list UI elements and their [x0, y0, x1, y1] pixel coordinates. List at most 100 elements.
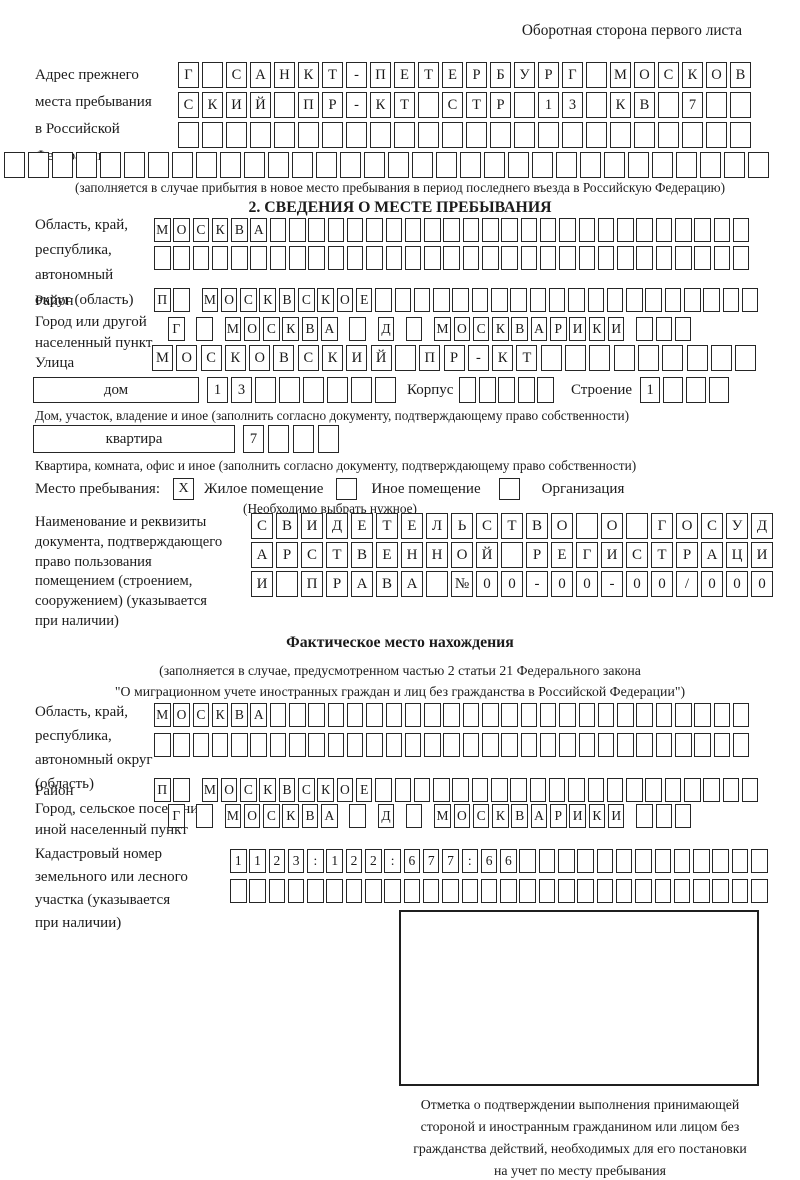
- char-cell[interactable]: [655, 804, 673, 828]
- char-cell[interactable]: [268, 425, 289, 453]
- char-cell[interactable]: -: [467, 345, 489, 371]
- char-cell[interactable]: [471, 288, 489, 312]
- char-cell[interactable]: М: [434, 317, 451, 341]
- char-cell[interactable]: [148, 152, 169, 178]
- char-cell[interactable]: [250, 122, 271, 148]
- char-cell[interactable]: [556, 152, 577, 178]
- char-cell[interactable]: [713, 733, 731, 757]
- char-cell[interactable]: [196, 317, 213, 341]
- char-cell[interactable]: [520, 218, 538, 242]
- char-cell[interactable]: [442, 879, 459, 903]
- char-cell[interactable]: [269, 218, 287, 242]
- char-cell[interactable]: 7: [442, 849, 459, 873]
- char-cell[interactable]: [694, 218, 711, 242]
- char-cell[interactable]: [712, 849, 729, 873]
- char-cell[interactable]: [587, 778, 605, 802]
- char-cell[interactable]: П: [370, 62, 391, 88]
- char-cell[interactable]: М: [154, 703, 171, 727]
- char-cell[interactable]: С: [472, 317, 490, 341]
- char-cell[interactable]: Г: [562, 62, 583, 88]
- char-cell[interactable]: [196, 152, 217, 178]
- char-cell[interactable]: Д: [377, 804, 395, 828]
- char-cell[interactable]: [674, 317, 692, 341]
- char-cell[interactable]: [424, 246, 441, 270]
- char-cell[interactable]: [654, 849, 672, 873]
- char-cell[interactable]: К: [682, 62, 703, 88]
- char-cell[interactable]: Д: [326, 513, 348, 539]
- char-cell[interactable]: [231, 733, 248, 757]
- char-cell[interactable]: [443, 246, 460, 270]
- char-cell[interactable]: 7: [682, 92, 703, 118]
- char-cell[interactable]: [196, 804, 213, 828]
- char-cell[interactable]: [686, 345, 708, 371]
- char-cell[interactable]: [676, 152, 697, 178]
- char-cell[interactable]: [443, 703, 460, 727]
- char-cell[interactable]: О: [176, 345, 198, 371]
- char-cell[interactable]: К: [317, 288, 334, 312]
- char-cell[interactable]: [394, 345, 416, 371]
- char-cell[interactable]: [675, 246, 692, 270]
- char-cell[interactable]: К: [282, 804, 299, 828]
- char-cell[interactable]: [710, 345, 732, 371]
- char-cell[interactable]: Т: [501, 513, 523, 539]
- char-cell[interactable]: [636, 733, 653, 757]
- char-cell[interactable]: Б: [490, 62, 511, 88]
- char-cell[interactable]: С: [658, 62, 679, 88]
- char-cell[interactable]: [741, 288, 759, 312]
- char-cell[interactable]: [292, 152, 313, 178]
- char-cell[interactable]: [626, 778, 643, 802]
- char-cell[interactable]: [517, 377, 535, 403]
- char-cell[interactable]: [548, 288, 566, 312]
- char-cell[interactable]: [706, 92, 727, 118]
- char-cell[interactable]: С: [226, 62, 247, 88]
- char-cell[interactable]: [520, 703, 538, 727]
- char-cell[interactable]: 0: [626, 571, 648, 597]
- char-cell[interactable]: [675, 218, 692, 242]
- char-cell[interactable]: [501, 246, 518, 270]
- char-cell[interactable]: [461, 879, 479, 903]
- char-cell[interactable]: И: [751, 542, 773, 568]
- char-cell[interactable]: [375, 778, 392, 802]
- char-cell[interactable]: К: [282, 317, 299, 341]
- char-cell[interactable]: С: [476, 513, 498, 539]
- char-cell[interactable]: [327, 246, 345, 270]
- char-cell[interactable]: В: [351, 542, 373, 568]
- char-cell[interactable]: [694, 703, 711, 727]
- char-cell[interactable]: [501, 542, 523, 568]
- char-cell[interactable]: [558, 849, 575, 873]
- char-cell[interactable]: [675, 733, 692, 757]
- char-cell[interactable]: С: [178, 92, 199, 118]
- char-cell[interactable]: [586, 62, 607, 88]
- char-cell[interactable]: А: [250, 62, 271, 88]
- char-cell[interactable]: С: [472, 804, 490, 828]
- char-cell[interactable]: А: [321, 804, 338, 828]
- char-cell[interactable]: О: [220, 778, 238, 802]
- char-cell[interactable]: [433, 288, 450, 312]
- char-cell[interactable]: В: [511, 317, 528, 341]
- char-cell[interactable]: [587, 288, 605, 312]
- char-cell[interactable]: [482, 246, 499, 270]
- char-cell[interactable]: [385, 733, 403, 757]
- char-cell[interactable]: И: [601, 542, 623, 568]
- char-cell[interactable]: [519, 849, 536, 873]
- char-cell[interactable]: [673, 879, 691, 903]
- char-cell[interactable]: [269, 703, 287, 727]
- char-cell[interactable]: [211, 733, 229, 757]
- char-cell[interactable]: О: [243, 317, 261, 341]
- char-cell[interactable]: С: [297, 345, 319, 371]
- char-cell[interactable]: К: [370, 92, 391, 118]
- char-cell[interactable]: [244, 152, 265, 178]
- char-cell[interactable]: Р: [538, 62, 559, 88]
- char-cell[interactable]: 2: [365, 849, 382, 873]
- char-cell[interactable]: М: [610, 62, 631, 88]
- char-cell[interactable]: [340, 152, 361, 178]
- char-cell[interactable]: [652, 152, 673, 178]
- char-cell[interactable]: :: [307, 849, 324, 873]
- char-cell[interactable]: [346, 733, 364, 757]
- char-cell[interactable]: Е: [351, 513, 373, 539]
- char-cell[interactable]: [491, 288, 508, 312]
- char-cell[interactable]: [308, 733, 325, 757]
- char-cell[interactable]: [424, 733, 441, 757]
- char-cell[interactable]: 3: [287, 849, 305, 873]
- char-cell[interactable]: [578, 733, 596, 757]
